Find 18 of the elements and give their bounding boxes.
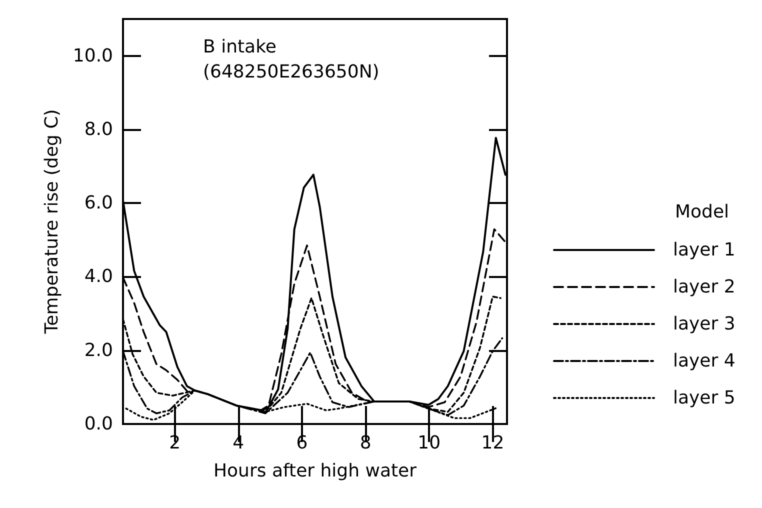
y-tick-label: 2.0 (84, 340, 113, 361)
text: layer 4 (673, 350, 736, 372)
y-tick-label: 8.0 (84, 118, 113, 140)
y-axis-title: Temperature rise (deg C) (42, 109, 62, 335)
x-tick-label: 12 (481, 432, 504, 454)
x-tick-label: 10 (418, 432, 441, 454)
x-axis-title: Hours after high water (213, 460, 418, 482)
y-tick-label: 10.0 (72, 45, 113, 66)
y-tick-label: 0.0 (84, 414, 113, 434)
y-tick-label: 4.0 (84, 266, 113, 288)
text: layer 3 (673, 314, 736, 334)
annotation: B intake (203, 36, 276, 58)
text: layer 5 (673, 388, 736, 408)
annotation: (648250E263650N) (203, 62, 380, 82)
y-tick-label: 6.0 (84, 192, 113, 214)
legend-title: Model (675, 202, 730, 222)
text: layer 1 (673, 240, 736, 260)
text: layer 2 (673, 276, 736, 298)
